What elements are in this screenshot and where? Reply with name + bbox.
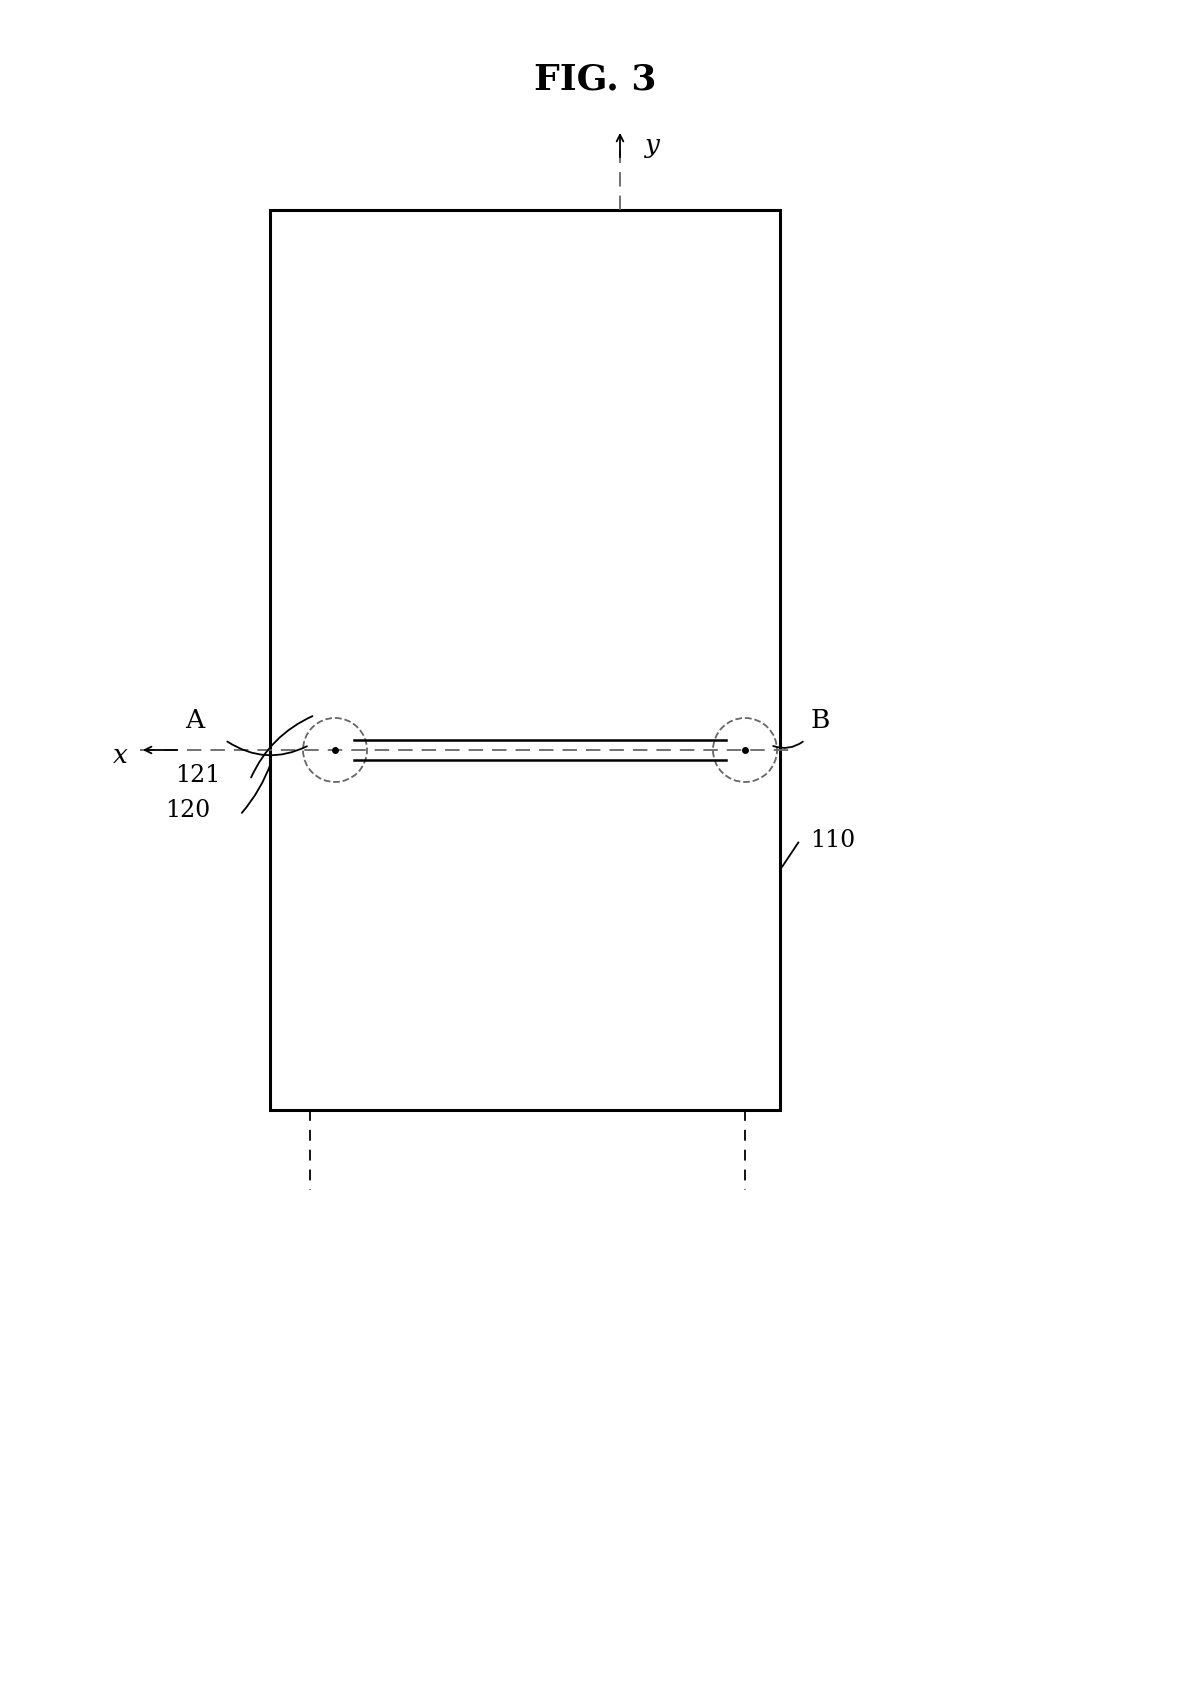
Text: B: B — [810, 708, 830, 733]
Text: x: x — [113, 743, 127, 767]
Text: 121: 121 — [175, 764, 220, 786]
Text: 110: 110 — [810, 828, 855, 852]
Text: y: y — [646, 133, 660, 158]
Text: FIG. 3: FIG. 3 — [535, 63, 656, 97]
Text: 120: 120 — [164, 798, 210, 822]
Text: A: A — [186, 708, 205, 733]
